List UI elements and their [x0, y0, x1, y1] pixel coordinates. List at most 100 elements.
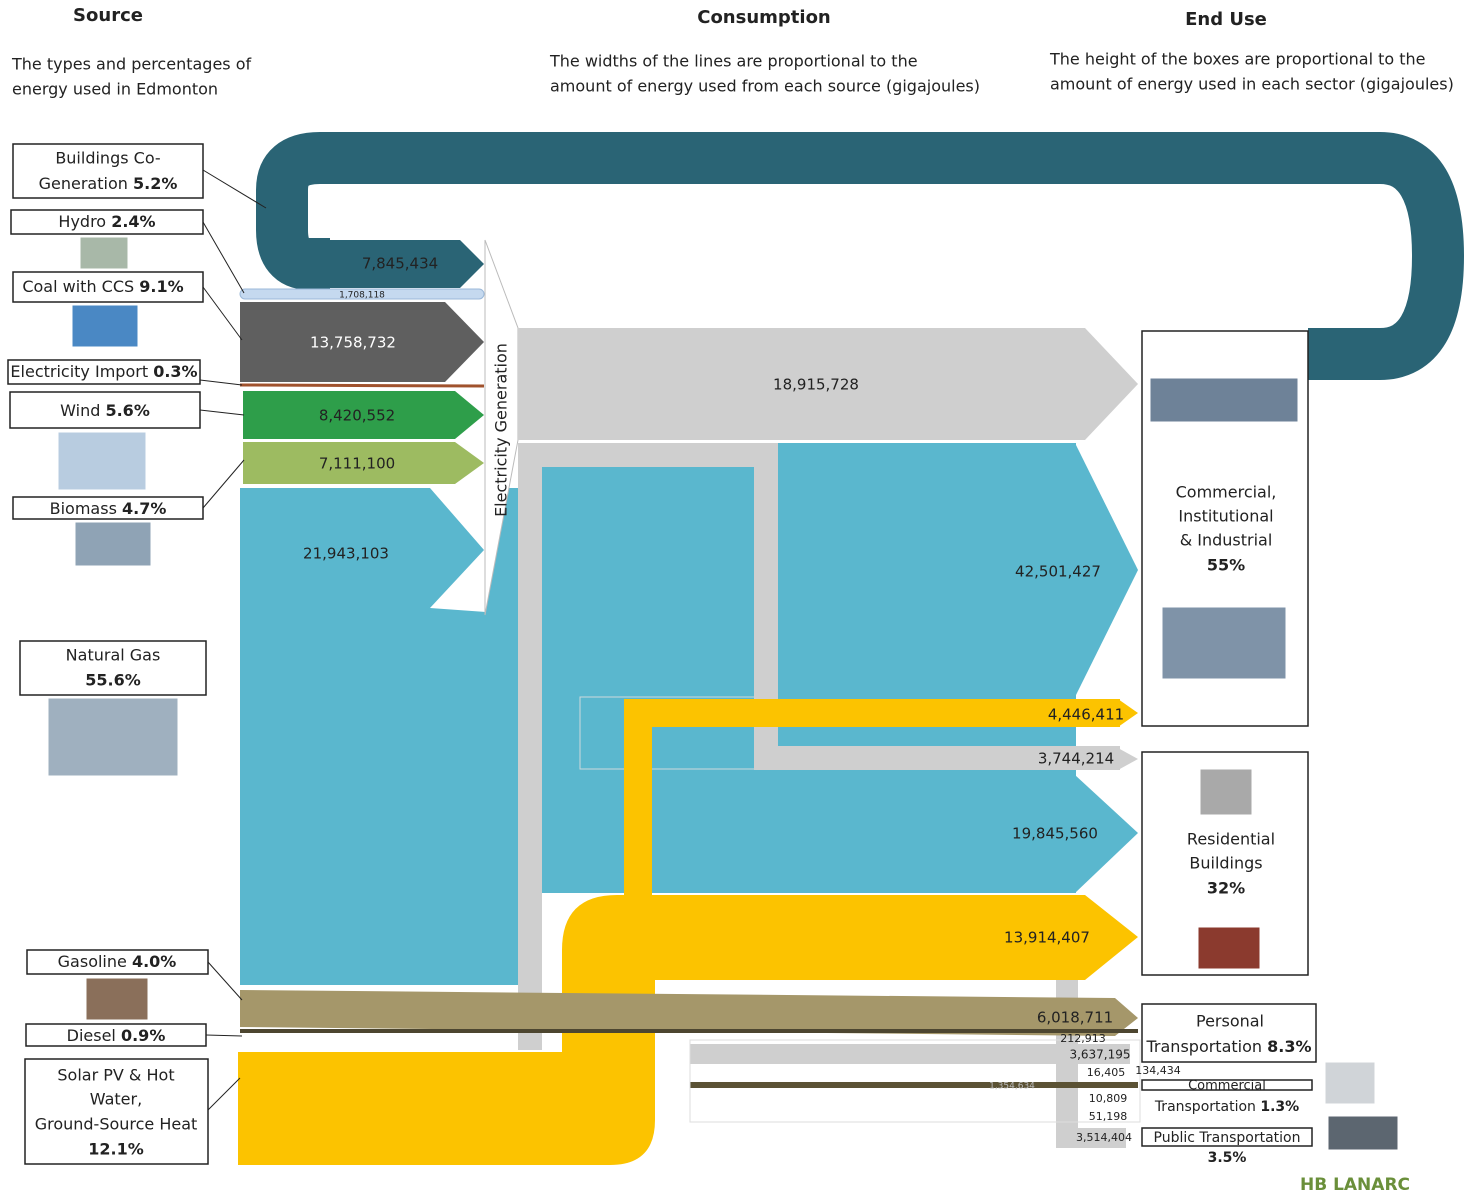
- end-use-pct: 8.3%: [1267, 1037, 1311, 1056]
- source-label: Coal with CCS 9.1%: [22, 277, 183, 296]
- biomass-flow: [243, 442, 484, 484]
- flow-label: 1,708,118: [339, 291, 385, 301]
- source-name: Generation: [39, 174, 128, 193]
- flow-label: 21,943,103: [303, 545, 389, 563]
- header-desc: amount of energy used from each source (…: [550, 77, 980, 96]
- source-label: Gasoline 4.0%: [58, 952, 177, 971]
- source-pct: 5.2%: [133, 174, 177, 193]
- source-label: Electricity Import 0.3%: [10, 362, 197, 381]
- source-pct: 0.9%: [121, 1026, 165, 1045]
- header-desc: The height of the boxes are proportional…: [1049, 50, 1426, 69]
- flow-label: 4,446,411: [1048, 706, 1124, 724]
- source-label: Buildings Co-: [55, 149, 160, 168]
- hydro-flow: [239, 288, 485, 300]
- end-use-name: Public Transportation: [1154, 1130, 1301, 1146]
- flow-label: 134,434: [1135, 1064, 1181, 1077]
- end-use-box: [1141, 1003, 1317, 1063]
- connector: [202, 169, 267, 209]
- arrow-head: [1118, 699, 1138, 727]
- end-use-label: Transportation 1.3%: [1154, 1099, 1299, 1115]
- source-box: [12, 496, 204, 520]
- source-label: Generation 5.2%: [39, 174, 178, 193]
- flow-label: 10,809: [1089, 1092, 1128, 1105]
- photo: [1327, 1115, 1399, 1151]
- source-box: [12, 143, 204, 199]
- cogeneration-loop: [256, 132, 1464, 380]
- flow-label: 212,913: [1060, 1032, 1106, 1045]
- flow-label: 51,198: [1089, 1110, 1128, 1123]
- photo: [1199, 768, 1253, 816]
- source-name: Coal with CCS: [22, 277, 134, 296]
- source-name: Water,: [90, 1090, 142, 1109]
- flow-label: 19,845,560: [1012, 825, 1098, 843]
- source-pct: 4.7%: [122, 499, 166, 518]
- connector: [199, 379, 243, 386]
- end-use-boxes: Commercial, Institutional & Industrial 5…: [1141, 330, 1399, 1166]
- connector: [207, 961, 243, 1001]
- source-box: [24, 1058, 209, 1165]
- end-use-pct: 55%: [1207, 556, 1245, 575]
- arrow-head: [1075, 443, 1138, 697]
- source-name: Solar PV & Hot: [57, 1066, 174, 1085]
- end-use-name: Commercial,: [1176, 483, 1277, 502]
- source-box: [9, 391, 201, 429]
- coal-flow: [240, 302, 484, 382]
- notch: [430, 488, 486, 612]
- source-name: Wind: [60, 401, 100, 420]
- arrow-head: [1118, 748, 1138, 770]
- source-box: [26, 949, 209, 975]
- end-use-name: Institutional: [1178, 507, 1273, 526]
- source-name: Natural Gas: [66, 646, 161, 665]
- source-name: Ground-Source Heat: [35, 1115, 198, 1134]
- end-use-pct: 3.5%: [1208, 1150, 1247, 1166]
- flow-label: 7,111,100: [319, 455, 395, 473]
- flow-label: 13,914,407: [1004, 929, 1090, 947]
- source-label: Wind 5.6%: [60, 401, 150, 420]
- source-pct: 9.1%: [139, 277, 183, 296]
- end-use-box: [1141, 1079, 1313, 1091]
- source-box: [7, 359, 201, 385]
- source-box: [25, 1023, 207, 1047]
- end-use-name: Transportation: [1146, 1037, 1263, 1056]
- natural-gas-flow: [520, 443, 1076, 893]
- header-title: End Use: [1185, 9, 1267, 30]
- flow-label: 7,845,434: [362, 255, 438, 273]
- header-desc: energy used in Edmonton: [12, 80, 218, 99]
- arrow-head: [1075, 775, 1138, 893]
- solar-flow: [624, 699, 1120, 895]
- flow-label: 3,744,214: [1038, 750, 1114, 768]
- header-title: Source: [73, 5, 143, 26]
- photo: [47, 697, 179, 777]
- photo: [79, 236, 129, 270]
- header-desc: amount of energy used in each sector (gi…: [1050, 75, 1454, 94]
- source-name: Electricity Import: [10, 362, 148, 381]
- logo: HB LANARC: [1300, 1175, 1410, 1195]
- flow-label: 18,915,728: [773, 376, 859, 394]
- flow-label: 42,501,427: [1015, 563, 1101, 581]
- photo: [1197, 926, 1261, 970]
- source-box: [10, 209, 204, 235]
- source-pct: 2.4%: [111, 212, 155, 231]
- photo: [71, 304, 139, 348]
- cogeneration-flow: [300, 240, 484, 288]
- source-pct: 55.6%: [85, 671, 141, 690]
- source-name: Diesel: [67, 1026, 116, 1045]
- end-use-name: Personal: [1196, 1012, 1264, 1031]
- import-flow: [239, 383, 485, 388]
- electricity-flow: [690, 1044, 1130, 1064]
- header-desc: The types and percentages of: [11, 55, 251, 74]
- photo: [57, 431, 147, 491]
- connector: [202, 459, 245, 509]
- end-use-name: Commercial: [1188, 1079, 1266, 1094]
- header-title: Consumption: [697, 7, 831, 28]
- flow-label: 3,514,404: [1076, 1131, 1132, 1144]
- electricity-flow: [518, 443, 1120, 1050]
- solar-flow: [238, 895, 1138, 1165]
- source-label: Biomass 4.7%: [50, 499, 167, 518]
- flow-label: 13,758,732: [310, 334, 396, 352]
- photo: [74, 521, 152, 567]
- end-use-name: Buildings: [1189, 854, 1262, 873]
- header-desc: The widths of the lines are proportional…: [549, 52, 918, 71]
- outline: [689, 1039, 1141, 1123]
